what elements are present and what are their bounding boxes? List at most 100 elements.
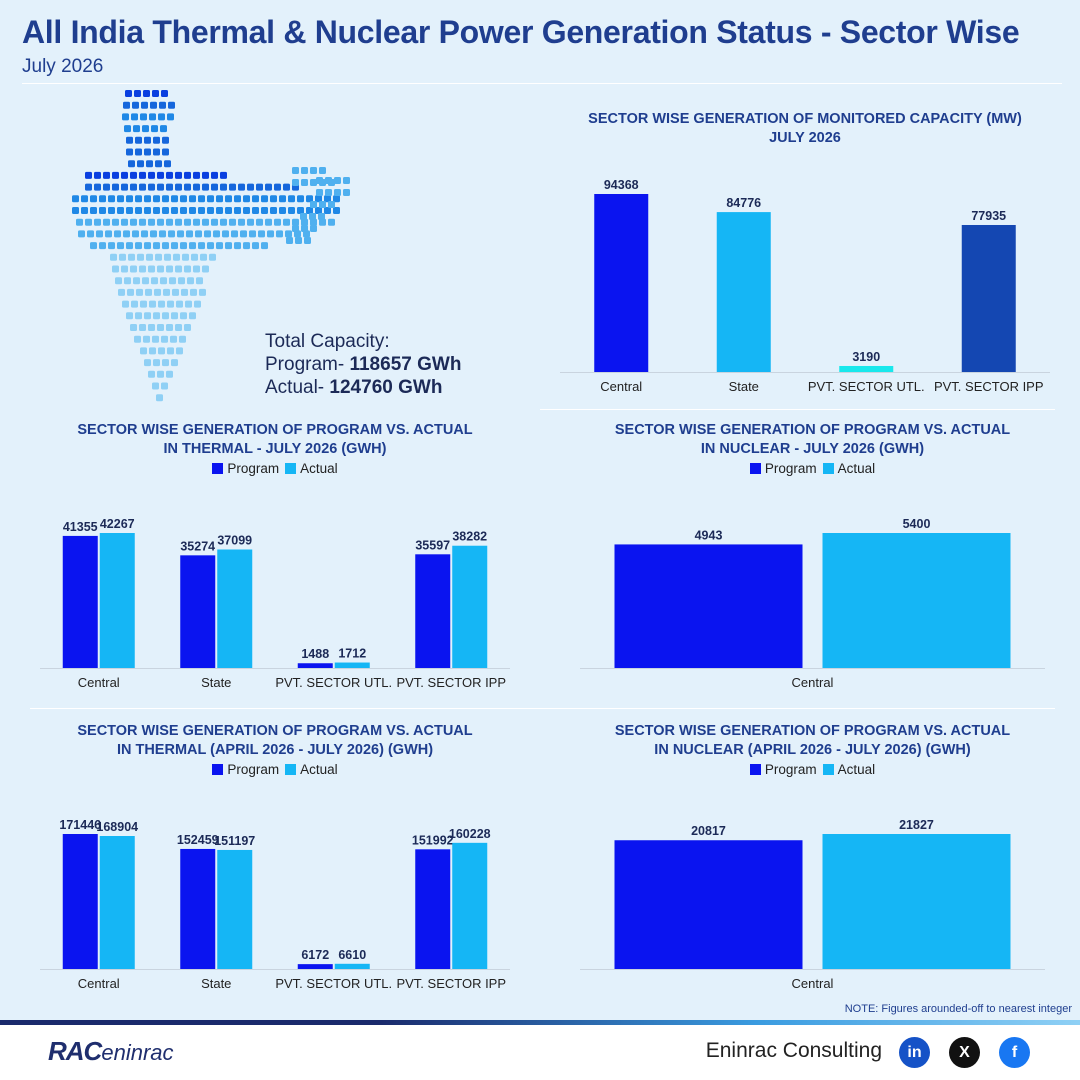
bar-actual-state (217, 849, 253, 969)
x-tick-label: PVT. SECTOR UTL. (275, 976, 392, 991)
legend-label: Actual (300, 762, 338, 777)
section-divider (540, 409, 1055, 410)
legend-swatch (822, 463, 834, 474)
bar-program-central (62, 834, 98, 969)
legend-swatch (749, 764, 761, 775)
bar-program-state (180, 555, 216, 668)
bar-actual-pvt-sector-ipp (452, 545, 488, 668)
legend-swatch (822, 764, 834, 775)
x-tick-label: PVT. SECTOR UTL. (275, 675, 392, 690)
bar-program-pvt-sector-ipp (415, 849, 451, 969)
x-tick-label: Central (78, 675, 120, 690)
linkedin-icon[interactable]: in (899, 1037, 930, 1068)
legend-swatch (212, 764, 224, 775)
thermal-ytd-chart: SECTOR WISE GENERATION OF PROGRAM VS. AC… (40, 722, 510, 997)
x-tick-label: PVT. SECTOR UTL. (808, 379, 925, 394)
bar-actual-central (99, 533, 135, 668)
data-label: 168904 (96, 820, 138, 834)
bar-pvt-sector-utl (839, 365, 894, 372)
data-label: 35597 (415, 538, 450, 552)
data-label: 94368 (604, 178, 639, 192)
x-tick-label: PVT. SECTOR IPP (934, 379, 1044, 394)
bar-actual-pvt-sector-ipp (452, 842, 488, 969)
chart-title: IN THERMAL - JULY 2026 (GWH) (163, 441, 387, 457)
x-tick-label: State (729, 379, 759, 394)
legend-label: Actual (837, 762, 876, 777)
x-tick-label: Central (792, 976, 834, 991)
header-divider (22, 83, 1062, 84)
x-tick-label: State (201, 675, 231, 690)
chart-legend: Program Actual (40, 762, 510, 777)
facebook-icon[interactable]: f (999, 1037, 1030, 1068)
chart-title: SECTOR WISE GENERATION OF PROGRAM VS. AC… (614, 422, 1011, 438)
actual-total-label: Actual- (265, 377, 325, 398)
data-label: 41355 (63, 520, 98, 534)
legend-label: Program (764, 461, 817, 476)
chart-plot: 20817 21827 Central (580, 818, 1045, 991)
bar-program-central (614, 544, 803, 668)
chart-title: SECTOR WISE GENERATION OF MONITORED CAPA… (588, 111, 1022, 127)
footer-accent-bar (0, 1020, 1080, 1025)
legend-item-program: Program (749, 461, 817, 476)
data-label: 1488 (301, 647, 329, 661)
chart-title: SECTOR WISE GENERATION OF PROGRAM VS. AC… (77, 422, 473, 438)
legend-label: Actual (837, 461, 876, 476)
data-label: 6172 (301, 948, 329, 962)
data-label: 84776 (726, 196, 761, 210)
data-label: 171446 (59, 818, 101, 832)
logo-mark: RAC (48, 1036, 102, 1066)
chart-title: SECTOR WISE GENERATION OF PROGRAM VS. AC… (614, 723, 1011, 739)
india-map-graphic (72, 90, 350, 402)
legend-label: Program (227, 461, 280, 476)
x-tick-label: PVT. SECTOR IPP (396, 675, 506, 690)
legend-item-actual: Actual (822, 461, 876, 476)
program-total-label: Program- (265, 354, 345, 375)
legend-swatch (285, 463, 297, 474)
data-label: 20817 (691, 824, 726, 838)
page-title: All India Thermal & Nuclear Power Genera… (22, 14, 1020, 50)
page-subtitle: July 2026 (22, 56, 104, 77)
x-tick-label: Central (78, 976, 120, 991)
data-label: 152459 (177, 833, 219, 847)
logo-text: eninrac (101, 1040, 174, 1065)
thermal-month-chart: SECTOR WISE GENERATION OF PROGRAM VS. AC… (40, 421, 510, 696)
chart-plot: 4943 5400 Central (580, 517, 1045, 690)
data-label: 5400 (903, 517, 931, 531)
bar-program-central (62, 535, 98, 668)
bar-actual-state (217, 549, 253, 668)
data-label: 77935 (971, 209, 1006, 223)
chart-legend: Program Actual (40, 461, 510, 476)
legend-item-program: Program (212, 762, 279, 777)
chart-title: IN NUCLEAR (APRIL 2026 - JULY 2026) (GWH… (654, 742, 971, 758)
data-label: 38282 (452, 530, 487, 544)
bar-state (716, 212, 771, 372)
chart-title: JULY 2026 (769, 130, 841, 146)
bar-program-pvt-sector-utl (297, 964, 333, 969)
bar-central (594, 194, 649, 372)
data-label: 1712 (338, 647, 366, 661)
legend-label: Actual (300, 461, 338, 476)
data-label: 6610 (338, 948, 366, 962)
x-tick-label: PVT. SECTOR IPP (396, 976, 506, 991)
total-capacity-block: Total Capacity: Program- 118657 GWh Actu… (265, 330, 461, 399)
x-tick-label: Central (792, 675, 834, 690)
data-label: 35274 (180, 539, 215, 553)
legend-label: Program (764, 762, 817, 777)
bar-pvt-sector-ipp (961, 224, 1016, 372)
legend-swatch (749, 463, 761, 474)
data-label: 151992 (412, 833, 454, 847)
bar-actual-central (99, 836, 135, 969)
x-tick-label: State (201, 976, 231, 991)
eninrac-logo: RACeninrac (48, 1036, 174, 1067)
nuclear-month-chart: SECTOR WISE GENERATION OF PROGRAM VS. AC… (580, 421, 1045, 696)
x-icon[interactable]: X (949, 1037, 980, 1068)
program-total-value: 118657 GWh (349, 354, 462, 375)
chart-plot: 94368 Central 84776 State 3190 PVT. SECTOR UT… (560, 178, 1050, 394)
chart-legend: Program Actual (580, 461, 1045, 476)
legend-item-program: Program (212, 461, 279, 476)
data-label: 160228 (449, 827, 491, 841)
brand-name: Eninrac Consulting (705, 1039, 882, 1062)
data-label: 151197 (214, 834, 255, 848)
chart-title: IN THERMAL (APRIL 2026 - JULY 2026) (GWH… (116, 742, 434, 758)
